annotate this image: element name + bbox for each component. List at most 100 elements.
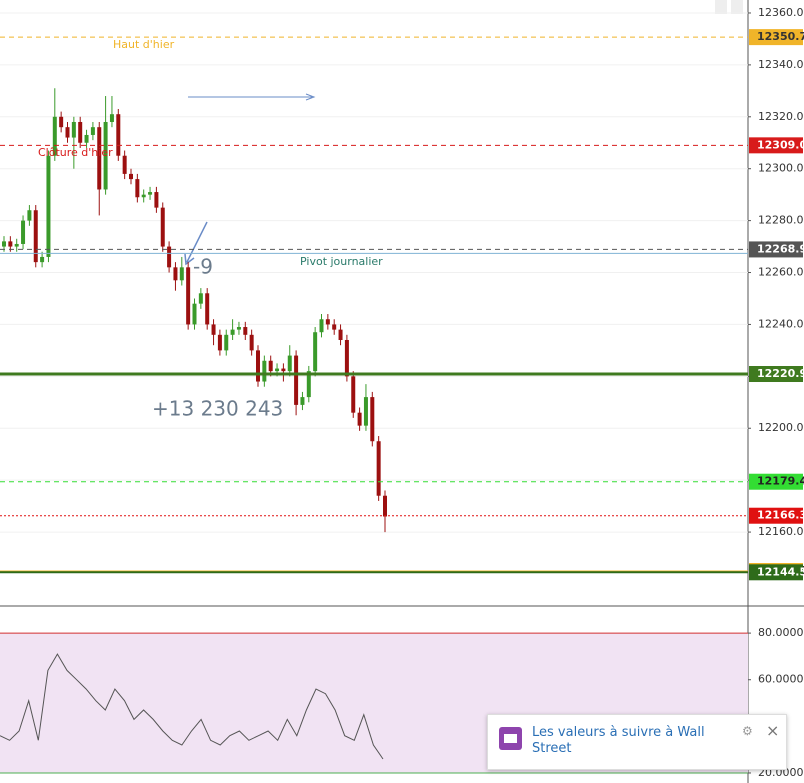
candle-body [306,371,311,398]
candle-body [46,155,51,257]
candle-body [376,441,381,496]
candle-body [236,327,241,330]
candle-body [319,319,324,333]
level-tag [749,29,803,46]
candle-body [300,397,305,405]
annotation: -9 [193,255,213,279]
level-tag [749,564,803,581]
oscillator-line [0,653,384,760]
candle-body [249,334,254,351]
candle-body [217,334,222,351]
notification-icon [499,727,522,750]
candle-body [21,220,26,244]
candle-body [27,210,32,221]
candle-body [33,210,38,263]
y-tick-label: 12160.0 [758,525,804,538]
drawing-arrow [186,221,208,263]
candle-body [370,397,375,442]
y-tick-label: 12260.0 [758,266,804,279]
candle-body [122,155,127,174]
level-name: Clôture d'hier [38,146,113,159]
candle-body [230,329,235,335]
candle-body [52,116,57,156]
candle-body [275,368,280,372]
candle-body [313,332,318,372]
candle-body [90,127,95,135]
candle-body [109,114,114,122]
candle-body [179,267,184,281]
toolbar-button[interactable] [715,0,727,14]
level-tag-label: 12350.7 [757,30,804,43]
candle-body [344,340,349,377]
level-tag [749,507,803,524]
level-name: Haut d'hier [113,38,175,51]
candle-body [141,194,146,198]
candle-body [256,350,260,382]
toolbar-button[interactable] [731,0,743,14]
candle-body [148,192,153,195]
candle-body [294,355,299,405]
candle-body [262,360,267,382]
level-tag-label: 12220.9 [757,367,804,380]
candle-body [186,267,191,325]
candle-body [351,376,356,413]
level-tag-label: 12166.3 [757,509,804,522]
candle-body [281,368,286,372]
candle-body [71,121,76,138]
candle-body [59,116,64,128]
y-tick-label: 12300.0 [758,162,804,175]
candle-body [224,334,229,351]
candle-body [154,192,159,208]
y-tick-label: 60.0000 [758,673,804,686]
candle-body [205,293,210,325]
candle-body [173,267,178,281]
drawing-arrow-head [305,93,316,101]
level-name: Pivot journalier [300,255,383,268]
notification[interactable]: Les valeurs à suivre à Wall Street ⚙ × [487,714,787,770]
candle-body [211,324,216,335]
y-tick-label: 12200.0 [758,421,804,434]
candle-body [287,355,292,372]
candle-body [332,324,337,330]
notification-text[interactable]: Les valeurs à suivre à Wall Street [532,725,705,756]
level-tag-label: 12309.0 [757,138,804,151]
level-tag [749,473,803,490]
y-tick-label: 12240.0 [758,317,804,330]
candle-body [383,495,387,517]
candle-body [192,303,197,325]
candle-body [116,114,121,156]
candle-body [65,127,70,138]
y-tick-label: 12280.0 [758,214,804,227]
close-button[interactable]: × [766,721,780,740]
level-tag-label: 12179.4 [757,475,804,488]
candle-body [160,207,165,247]
candle-body [357,412,362,426]
candle-body [14,243,19,247]
candle-body [103,121,108,190]
annotation: +13 230 243 [152,397,283,421]
candle-body [97,127,102,190]
level-tag [749,137,803,154]
level-tag-label: 12144.5 [757,565,804,578]
candle-body [167,246,172,268]
drawing-arrow-head [184,253,195,266]
candle-body [338,329,343,341]
level-tag [749,241,803,258]
level-tag-label: 12268.9 [757,242,804,255]
candle-body [243,327,248,335]
candle-body [135,179,140,198]
candle-body [2,241,6,247]
candle-body [363,397,368,426]
y-tick-label: 12320.0 [758,110,804,123]
candle-body [78,121,83,143]
level-tag [749,366,803,383]
y-tick-label: 80.0000 [758,626,804,639]
candle-body [8,241,13,247]
candle-body [40,256,45,263]
candle-body [325,319,330,325]
candle-body [84,134,89,143]
y-tick-label: 12340.0 [758,58,804,71]
settings-button[interactable]: ⚙ [742,724,753,738]
